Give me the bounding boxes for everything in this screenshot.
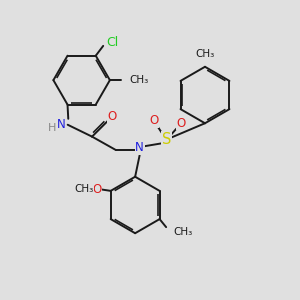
Text: N: N	[135, 141, 144, 154]
Text: CH₃: CH₃	[74, 184, 94, 194]
Text: O: O	[149, 114, 158, 127]
Text: CH₃: CH₃	[195, 49, 214, 59]
Text: O: O	[177, 117, 186, 130]
Text: O: O	[92, 183, 101, 196]
Text: S: S	[162, 132, 171, 147]
Text: CH₃: CH₃	[173, 227, 192, 238]
Text: CH₃: CH₃	[129, 75, 148, 85]
Text: N: N	[56, 118, 65, 131]
Text: O: O	[107, 110, 117, 123]
Text: H: H	[48, 123, 56, 133]
Text: Cl: Cl	[106, 36, 118, 49]
